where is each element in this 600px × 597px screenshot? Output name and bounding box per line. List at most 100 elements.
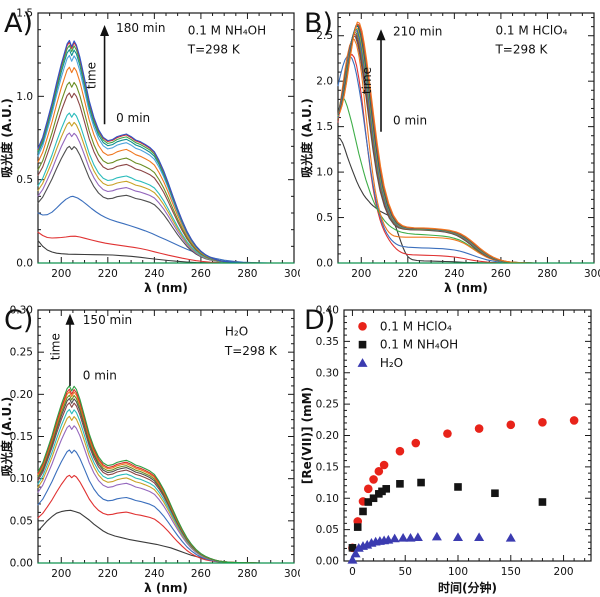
annotation-text: T=298 K: [187, 43, 241, 57]
x-tick-label: 280: [237, 568, 257, 580]
data-point-circle: [538, 418, 547, 427]
time-arrow-head: [100, 25, 110, 36]
legend-marker-circle: [358, 322, 367, 331]
panel-a-nh4oh-spectra-chart: 200 220 240 260 280 300 0.0 0.5 1.0 1.5 λ (nm) 吸光度 …: [0, 8, 300, 296]
data-point-triangle: [505, 532, 516, 542]
annotation-text: 180 min: [116, 21, 165, 35]
data-point-triangle: [389, 533, 400, 543]
annotation-text: T=298 K: [494, 43, 548, 57]
spectrum-curve: [337, 55, 595, 264]
panel-letter: D): [304, 305, 335, 336]
x-tick-label: 260: [191, 268, 211, 280]
spectrum-curve: [37, 39, 295, 264]
x-tick-label: 220: [98, 268, 118, 280]
y-tick-label: 0.40: [316, 305, 339, 317]
annotation-text: 0 min: [393, 113, 427, 127]
data-point-triangle: [474, 532, 485, 542]
data-point-square: [364, 498, 373, 506]
spectrum-curve: [37, 449, 295, 564]
legend-label: 0.1 M NH₄OH: [380, 338, 458, 352]
y-tick-label: 0.00: [10, 558, 33, 570]
data-point-square: [454, 483, 462, 491]
time-arrow-head: [65, 313, 75, 325]
x-tick-label: 100: [448, 566, 468, 578]
y-tick-label: 0.30: [10, 305, 33, 317]
data-point-triangle: [412, 532, 423, 542]
y-tick-label: 0.0: [16, 258, 33, 270]
annotation-text: 0 min: [116, 111, 150, 125]
x-axis-label: λ (nm): [144, 281, 188, 295]
data-point-circle: [379, 460, 389, 470]
y-tick-label: 0.00: [316, 556, 339, 568]
data-point-square: [348, 544, 357, 552]
spectrum-curve: [37, 397, 295, 564]
x-tick-label: 0: [349, 566, 356, 578]
annotation-text: H₂O: [225, 324, 248, 338]
y-tick-label: 0.35: [316, 336, 339, 348]
x-tick-label: 240: [444, 268, 464, 280]
panel-c-h2o-spectra-chart: 200 220 240 260 280 300 0.00 0.05 0.10 0.15 0.20 0.…: [0, 305, 300, 596]
x-tick-label: 260: [491, 268, 511, 280]
annotation-text: 210 min: [393, 25, 442, 39]
x-tick-label: 300: [284, 268, 300, 280]
y-tick-label: 0.10: [10, 473, 33, 485]
spectrum-curve: [37, 408, 295, 564]
annotation-text: 0.1 M HClO₄: [495, 23, 567, 37]
spectrum-curve: [37, 388, 295, 564]
x-tick-label: 220: [398, 268, 418, 280]
spectrum-curve: [337, 38, 595, 264]
y-tick-label: 0.20: [10, 389, 33, 401]
y-tick-label: 1.5: [16, 8, 33, 20]
spectrum-curve: [37, 474, 295, 564]
y-tick-label: 0.5: [16, 174, 33, 186]
data-point-circle: [443, 429, 452, 438]
legend-marker-square: [358, 340, 367, 349]
data-point-square: [382, 485, 391, 493]
spectrum-curve: [37, 195, 295, 264]
y-axis-label: 吸光度 (A.U.): [0, 98, 14, 178]
x-tick-label: 200: [351, 268, 371, 280]
spectrum-curve: [337, 53, 595, 264]
x-axis-label: λ (nm): [444, 281, 488, 295]
panel-letter: A): [4, 8, 33, 39]
annotation-text: time: [85, 62, 99, 89]
data-point-triangle: [347, 554, 358, 564]
y-tick-label: 0.25: [10, 347, 33, 359]
y-tick-label: 0.0: [316, 258, 333, 270]
annotation-text: 0.1 M NH₄OH: [188, 23, 266, 37]
data-point-square: [359, 507, 367, 516]
y-tick-label: 0.05: [10, 515, 33, 527]
data-point-square: [369, 494, 378, 503]
spectrum-curve: [37, 402, 295, 564]
x-tick-label: 50: [399, 566, 412, 578]
legend-label: H₂O: [380, 356, 403, 370]
y-tick-label: 2.0: [316, 76, 333, 88]
y-axis-label: [Re(VII)] (mM): [300, 387, 314, 484]
y-tick-label: 0.20: [316, 430, 339, 442]
spectrum-curve: [37, 239, 295, 264]
annotation-text: 0 min: [83, 369, 117, 383]
panel-letter: C): [4, 305, 33, 336]
data-point-triangle: [405, 532, 416, 542]
data-point-square: [396, 480, 404, 488]
y-tick-label: 1.0: [316, 167, 333, 179]
data-point-circle: [506, 420, 516, 430]
data-point-circle: [395, 446, 405, 456]
panel-letter: B): [304, 8, 333, 39]
spectrum-curve: [37, 41, 295, 264]
x-tick-label: 280: [537, 268, 557, 280]
spectrum-curve: [37, 49, 295, 264]
y-tick-label: 1.0: [16, 91, 33, 103]
spectrum-curve: [339, 21, 595, 264]
y-tick-label: 0.30: [316, 367, 339, 379]
data-point-square: [491, 489, 499, 498]
data-point-triangle: [453, 532, 463, 542]
y-tick-label: 2.5: [316, 30, 333, 42]
x-tick-label: 200: [554, 566, 574, 578]
annotation-text: time: [360, 67, 374, 94]
x-tick-label: 240: [144, 268, 164, 280]
data-point-square: [417, 478, 425, 487]
data-point-circle: [411, 438, 421, 448]
x-axis-label: 时间(分钟): [438, 580, 497, 595]
panel-d-kinetics-scatter-chart: 0 50 100 150 200 0.00 0.05 0.10 0.15 0.20 0.25 0.30…: [300, 305, 592, 595]
